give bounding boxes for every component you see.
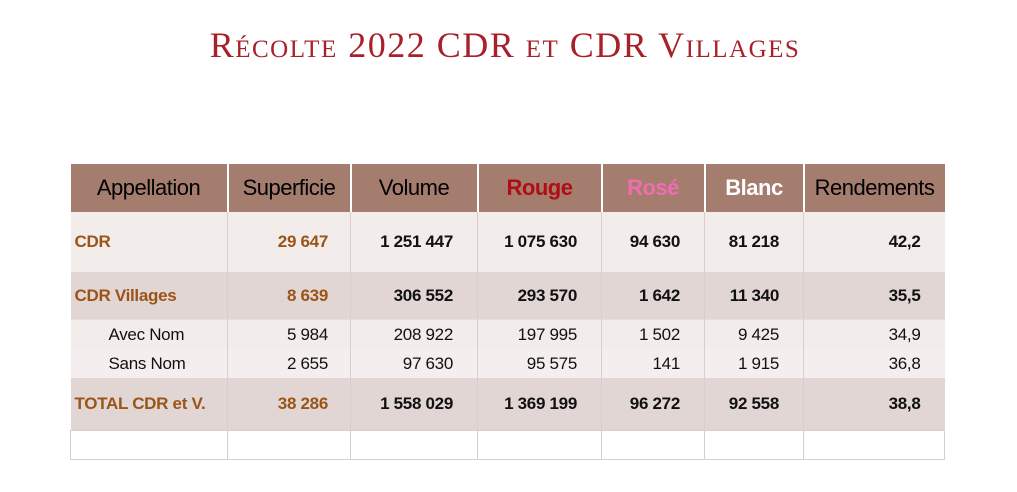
cell-blanc: 81 218: [704, 212, 804, 272]
cell-volume: 1 251 447: [350, 212, 478, 272]
header-volume: Volume: [350, 164, 479, 212]
cell-volume: 208 922: [350, 319, 478, 349]
page-title: Récolte 2022 CDR et CDR Villages: [209, 25, 801, 65]
cell-appellation: TOTAL CDR et V.: [70, 378, 228, 431]
cell-blanc: 1 915: [704, 349, 804, 378]
cell-rose: 1 642: [601, 272, 705, 320]
cell-appellation: CDR Villages: [70, 272, 228, 320]
table-row-total: TOTAL CDR et V. 38 286 1 558 029 1 369 1…: [70, 378, 945, 431]
empty-cell: [803, 430, 945, 460]
cell-rouge: 293 570: [477, 272, 602, 320]
cell-rose: 94 630: [601, 212, 705, 272]
cell-appellation: Avec Nom: [70, 319, 228, 349]
table-row: CDR 29 647 1 251 447 1 075 630 94 630 81…: [70, 212, 945, 272]
cell-volume: 1 558 029: [350, 378, 478, 431]
cell-rose: 141: [601, 349, 705, 378]
table-row: CDR Villages 8 639 306 552 293 570 1 642…: [70, 272, 945, 320]
empty-cell: [477, 430, 602, 460]
header-rose: Rosé: [601, 164, 706, 212]
cell-rose: 1 502: [601, 319, 705, 349]
cell-blanc: 92 558: [704, 378, 804, 431]
empty-cell: [350, 430, 478, 460]
header-appellation: Appellation: [70, 164, 229, 212]
header-blanc: Blanc: [704, 164, 805, 212]
cell-superficie: 38 286: [227, 378, 351, 431]
cell-appellation: CDR: [70, 212, 228, 272]
header-row: Appellation Superficie Volume Rouge Rosé…: [70, 164, 945, 212]
cell-volume: 97 630: [350, 349, 478, 378]
cell-rose: 96 272: [601, 378, 705, 431]
empty-row: [70, 430, 945, 460]
cell-blanc: 9 425: [704, 319, 804, 349]
cell-rendements: 34,9: [803, 319, 945, 349]
cell-rouge: 95 575: [477, 349, 602, 378]
cell-blanc: 11 340: [704, 272, 804, 320]
empty-cell: [704, 430, 804, 460]
table-row: Avec Nom 5 984 208 922 197 995 1 502 9 4…: [70, 319, 945, 349]
cell-superficie: 5 984: [227, 319, 351, 349]
cell-superficie: 8 639: [227, 272, 351, 320]
header-superficie: Superficie: [227, 164, 352, 212]
empty-cell: [227, 430, 351, 460]
cell-superficie: 2 655: [227, 349, 351, 378]
cell-rendements: 42,2: [803, 212, 945, 272]
cell-volume: 306 552: [350, 272, 478, 320]
header-rendements: Rendements: [803, 164, 945, 212]
cell-superficie: 29 647: [227, 212, 351, 272]
cell-rendements: 36,8: [803, 349, 945, 378]
empty-cell: [70, 430, 228, 460]
cell-rouge: 1 075 630: [477, 212, 602, 272]
cell-rendements: 35,5: [803, 272, 945, 320]
cell-rouge: 1 369 199: [477, 378, 602, 431]
cell-rouge: 197 995: [477, 319, 602, 349]
harvest-table: Appellation Superficie Volume Rouge Rosé…: [70, 164, 945, 460]
table-row: Sans Nom 2 655 97 630 95 575 141 1 915 3…: [70, 349, 945, 378]
cell-rendements: 38,8: [803, 378, 945, 431]
cell-appellation: Sans Nom: [70, 349, 228, 378]
header-rouge: Rouge: [477, 164, 603, 212]
empty-cell: [601, 430, 705, 460]
